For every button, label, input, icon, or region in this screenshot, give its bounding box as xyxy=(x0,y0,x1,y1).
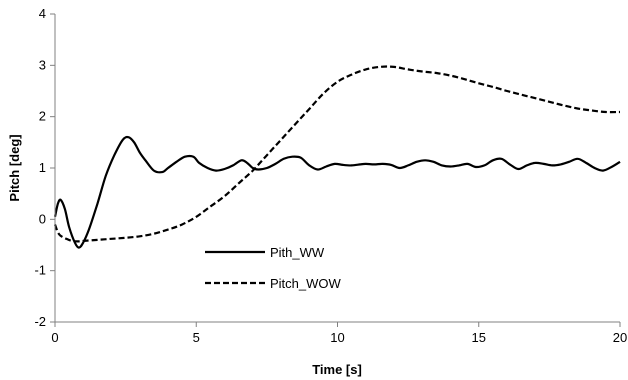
y-tick-label: 2 xyxy=(39,109,46,124)
y-tick-label: 0 xyxy=(39,211,46,226)
x-tick-label: 15 xyxy=(472,330,486,345)
y-axis-title: Pitch [deg] xyxy=(7,134,22,201)
y-tick-label: 4 xyxy=(39,6,46,21)
legend-label-pitch-wow: Pitch_WOW xyxy=(270,276,342,291)
series-line-pitch-wow xyxy=(53,65,621,243)
y-tick-label: 1 xyxy=(39,160,46,175)
legend-label-pith-ww: Pith_WW xyxy=(270,245,325,260)
x-tick-label: 5 xyxy=(193,330,200,345)
series-layer xyxy=(53,65,621,249)
x-axis-ticks: 0 5 10 15 20 xyxy=(51,322,627,345)
legend: Pith_WW Pitch_WOW xyxy=(205,245,342,291)
x-tick-label: 10 xyxy=(330,330,344,345)
y-tick-label: -2 xyxy=(34,314,46,329)
x-axis-title: Time [s] xyxy=(312,362,362,377)
series-line-pith-ww xyxy=(53,135,621,249)
x-tick-label: 0 xyxy=(51,330,58,345)
y-axis-ticks: -2 -1 0 1 2 3 4 xyxy=(34,6,55,329)
x-tick-label: 20 xyxy=(613,330,627,345)
y-tick-label: -1 xyxy=(34,263,46,278)
y-tick-label: 3 xyxy=(39,57,46,72)
